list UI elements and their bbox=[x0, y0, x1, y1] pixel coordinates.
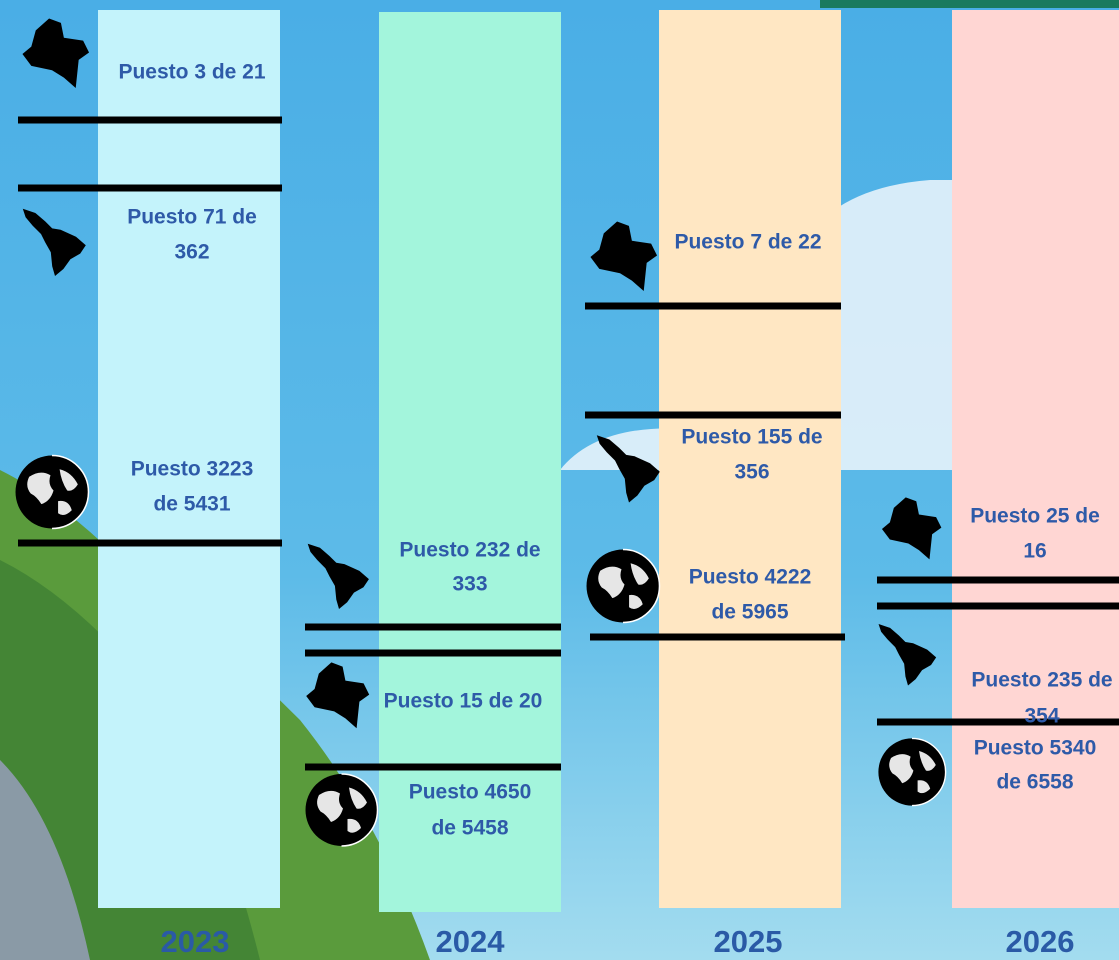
rank-text: Puesto 25 de bbox=[970, 505, 1100, 528]
top-bar bbox=[820, 0, 1119, 8]
rank-text: Puesto 4650 bbox=[409, 781, 532, 804]
year-label: 2023 bbox=[161, 924, 230, 959]
year-label: 2025 bbox=[714, 924, 783, 959]
rank-text: Puesto 155 de bbox=[681, 426, 822, 449]
globe-icon bbox=[14, 454, 90, 530]
globe-icon bbox=[877, 737, 947, 807]
globe-icon bbox=[585, 548, 661, 624]
year-column bbox=[379, 12, 561, 912]
rank-text: Puesto 4222 bbox=[689, 566, 812, 589]
year-label: 2026 bbox=[1006, 924, 1075, 959]
rank-text: 356 bbox=[734, 461, 769, 484]
rank-text: 354 bbox=[1024, 705, 1059, 728]
rank-text: 362 bbox=[174, 241, 209, 264]
year-column bbox=[659, 10, 841, 908]
rock bbox=[0, 760, 90, 960]
rank-text: de 6558 bbox=[996, 771, 1073, 794]
rank-text: Puesto 232 de bbox=[399, 539, 540, 562]
rank-text: 16 bbox=[1023, 540, 1046, 563]
rank-text: Puesto 5340 bbox=[974, 737, 1097, 760]
rank-text: Puesto 235 de bbox=[971, 669, 1112, 692]
rank-text: Puesto 71 de bbox=[127, 206, 257, 229]
rank-text: 333 bbox=[452, 573, 487, 596]
rank-text: Puesto 15 de 20 bbox=[384, 690, 543, 713]
rank-text: Puesto 3 de 21 bbox=[118, 61, 265, 84]
rank-text: de 5965 bbox=[711, 601, 788, 624]
rank-text: Puesto 3223 bbox=[131, 458, 254, 481]
year-column bbox=[98, 10, 280, 908]
rank-text: de 5458 bbox=[431, 817, 508, 840]
rank-text: Puesto 7 de 22 bbox=[674, 231, 821, 254]
year-label: 2024 bbox=[436, 924, 506, 959]
rank-text: de 5431 bbox=[153, 493, 230, 516]
year-column bbox=[952, 10, 1119, 908]
globe-icon bbox=[304, 773, 379, 847]
